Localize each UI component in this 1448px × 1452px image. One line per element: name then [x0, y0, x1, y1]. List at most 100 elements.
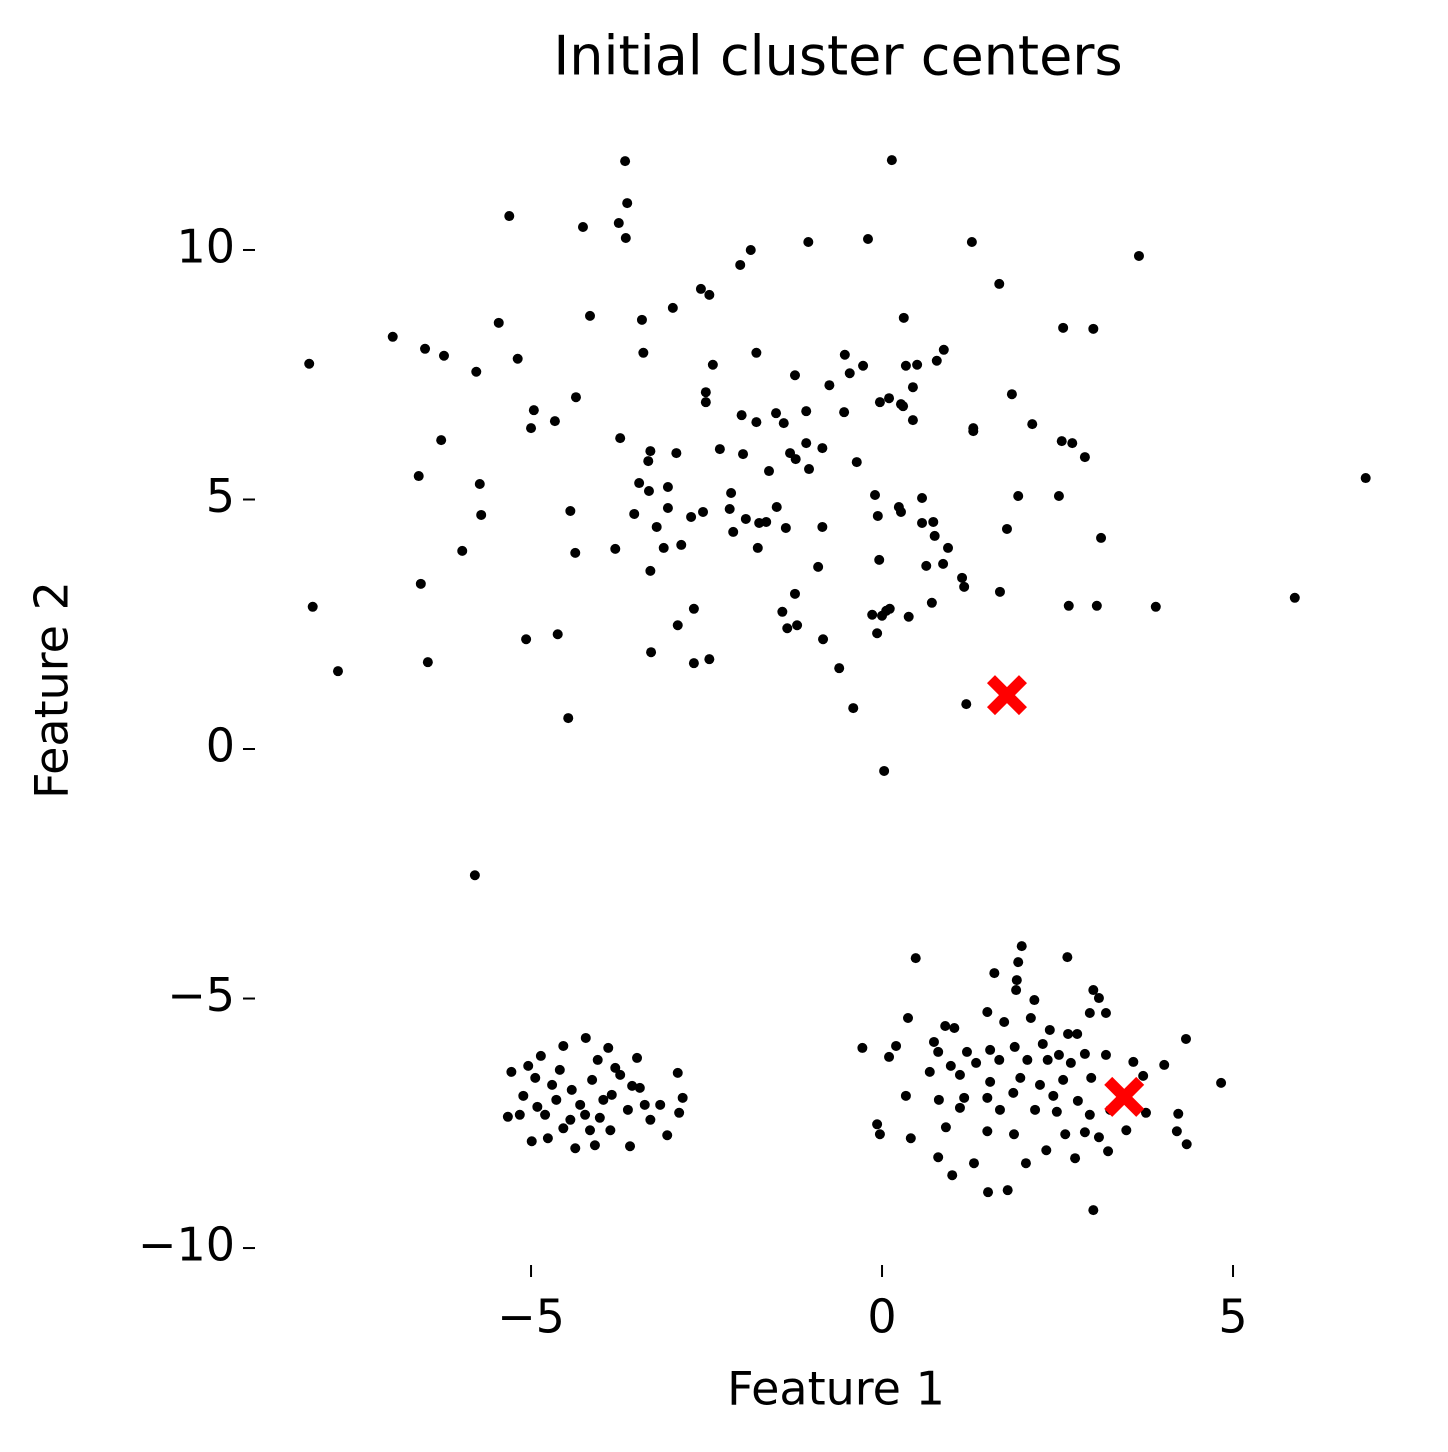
data-point: [1171, 1126, 1182, 1137]
data-point: [566, 1084, 577, 1095]
data-point: [528, 405, 539, 416]
data-point: [949, 1022, 960, 1033]
data-point: [982, 1007, 993, 1018]
data-point: [940, 1020, 951, 1031]
data-point: [824, 380, 835, 391]
data-point: [839, 349, 850, 360]
data-point: [1086, 1072, 1097, 1083]
data-point: [1062, 952, 1073, 963]
data-point: [989, 968, 1000, 979]
data-point: [540, 1109, 551, 1120]
cluster-center: [986, 675, 1027, 716]
data-point: [526, 1136, 537, 1147]
data-point: [1093, 1132, 1104, 1143]
data-point: [801, 438, 812, 449]
data-point: [752, 542, 763, 553]
data-point: [570, 547, 581, 558]
data-point: [1011, 975, 1022, 986]
data-point: [577, 222, 588, 233]
data-point: [1096, 532, 1107, 543]
data-point: [862, 233, 873, 244]
data-point: [983, 1187, 994, 1198]
data-point: [535, 1050, 546, 1061]
data-point: [792, 620, 803, 631]
data-point: [1138, 1070, 1149, 1081]
data-point: [938, 344, 949, 355]
data-point: [704, 289, 715, 300]
data-point: [874, 1129, 885, 1140]
data-point: [928, 1036, 939, 1047]
data-point: [912, 359, 923, 370]
data-point: [851, 457, 862, 468]
data-point: [872, 1119, 883, 1130]
data-point: [801, 406, 812, 417]
cluster-center: [1104, 1076, 1145, 1117]
y-axis-label: Feature 2: [25, 581, 79, 799]
data-point: [474, 479, 485, 490]
data-point: [585, 310, 596, 321]
data-point: [789, 588, 800, 599]
data-point: [726, 488, 737, 499]
data-point: [1289, 592, 1300, 603]
data-point: [387, 331, 398, 342]
x-tick-label: −5: [497, 1290, 565, 1344]
data-point: [521, 634, 532, 645]
data-point: [636, 314, 647, 325]
data-point: [671, 448, 682, 459]
data-point: [1088, 323, 1099, 334]
data-point: [1079, 452, 1090, 463]
data-point: [1067, 438, 1078, 449]
data-point: [1173, 1108, 1184, 1119]
data-point: [1013, 491, 1024, 502]
data-point: [1128, 1056, 1139, 1067]
data-point: [547, 1079, 558, 1090]
data-point: [982, 1092, 993, 1103]
data-point: [1060, 1129, 1071, 1140]
data-point: [790, 454, 801, 465]
data-point: [1048, 1090, 1059, 1101]
data-point: [884, 603, 895, 614]
data-point: [940, 1122, 951, 1133]
data-point: [639, 1099, 650, 1110]
data-point: [1011, 985, 1022, 996]
data-point: [504, 211, 515, 222]
data-point: [436, 435, 447, 446]
data-point: [933, 1094, 944, 1105]
data-point: [1084, 1008, 1095, 1019]
data-point: [526, 423, 537, 434]
data-point: [620, 233, 631, 244]
data-point: [645, 565, 656, 576]
data-point: [1053, 491, 1064, 502]
data-point: [1216, 1077, 1227, 1088]
data-point: [1180, 1033, 1191, 1044]
data-point: [817, 443, 828, 454]
data-point: [874, 397, 885, 408]
data-point: [994, 1054, 1005, 1065]
data-point: [700, 397, 711, 408]
data-point: [903, 1012, 914, 1023]
data-point: [471, 366, 482, 377]
data-point: [1100, 1049, 1111, 1060]
data-point: [728, 526, 739, 537]
y-tick-label: 0: [206, 719, 235, 773]
data-point: [968, 1158, 979, 1169]
data-point: [643, 486, 654, 497]
data-point: [625, 1141, 636, 1152]
data-point: [1030, 1104, 1041, 1115]
data-point: [1016, 941, 1027, 952]
data-point: [518, 1090, 529, 1101]
data-point: [874, 554, 885, 565]
data-point: [695, 283, 706, 294]
data-point: [898, 312, 909, 323]
data-point: [957, 572, 968, 583]
data-point: [707, 359, 718, 370]
data-point: [645, 1114, 656, 1125]
data-point: [420, 343, 431, 354]
data-point: [813, 561, 824, 572]
data-point: [1079, 1048, 1090, 1059]
data-point: [886, 155, 897, 166]
data-point: [877, 610, 888, 621]
data-point: [413, 471, 424, 482]
data-point: [898, 401, 909, 412]
data-point: [764, 466, 775, 477]
